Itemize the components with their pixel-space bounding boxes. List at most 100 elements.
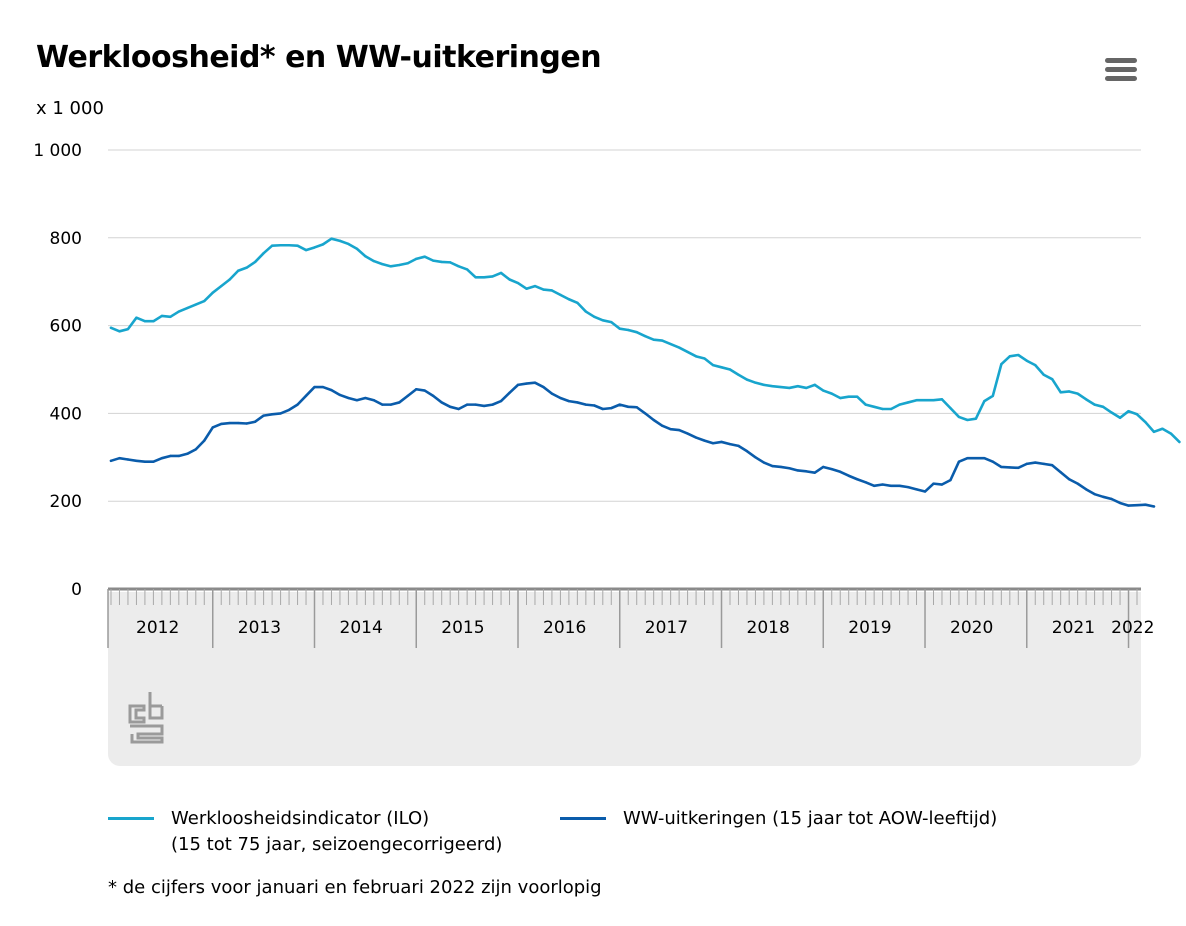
data-point [1000,363,1003,366]
data-point [381,403,384,406]
legend-line-ww-uitkeringen [560,817,606,820]
data-point [1127,504,1130,507]
data-point [236,269,240,272]
x-tick-label: 2019 [848,618,891,638]
data-point [813,471,816,474]
data-point [771,384,774,388]
data-point [169,315,172,319]
data-point [270,244,274,247]
legend-sublabel: (15 tot 75 jaar, seizoengecorrigeerd) [171,834,503,855]
data-point [211,291,214,294]
data-point [194,303,197,306]
data-point [313,246,316,249]
data-point [1042,373,1045,376]
data-point [177,310,181,313]
data-point [915,399,918,402]
data-point [415,388,418,391]
data-point [728,442,732,446]
data-point [1152,430,1156,434]
data-point [1008,355,1012,358]
data-point [321,243,325,246]
data-point [889,407,893,411]
data-point [482,276,486,279]
data-point [872,405,876,409]
data-point [1025,359,1028,362]
data-point [762,383,766,387]
data-point [983,456,986,460]
data-point [279,244,282,247]
data-point [839,470,842,473]
data-point [839,396,842,400]
data-point [262,251,265,255]
data-point [669,428,672,431]
data-point [253,260,257,264]
data-point [1051,377,1054,381]
data-point [1034,363,1037,367]
data-point [415,257,418,261]
data-point [1093,492,1096,496]
data-point [677,346,681,349]
data-point [593,315,596,319]
data-point [601,319,605,322]
data-point [457,265,460,268]
data-point [203,299,206,303]
data-point [338,239,342,243]
data-point [279,412,282,415]
data-point [576,301,579,304]
data-point [584,403,588,406]
data-point [525,287,528,290]
data-point [864,403,867,406]
data-point [779,385,783,389]
legend-label: WW-uitkeringen (15 jaar tot AOW-leeftijd… [623,808,998,829]
data-point [966,418,969,422]
data-point [881,483,884,486]
legend-item-ww-uitkeringen[interactable]: WW-uitkeringen (15 jaar tot AOW-leeftijd… [560,806,997,832]
y-tick-label: 1 000 [33,141,82,161]
data-point [855,395,859,398]
data-point [1144,503,1147,506]
legend-item-werkloosheidsindicator[interactable]: Werkloosheidsindicator (ILO) (15 tot 75 … [108,806,502,858]
data-point [745,449,749,453]
data-point [898,484,901,488]
data-point [440,260,443,264]
data-point [1025,462,1028,466]
data-point [109,459,113,463]
y-tick-label: 0 [71,580,82,600]
data-point [940,398,944,401]
data-point [711,363,715,367]
hamburger-menu-icon[interactable] [1100,54,1142,88]
data-point [728,368,732,371]
data-point [270,413,274,416]
menu-bar [1105,76,1137,81]
data-point [177,454,181,458]
data-point [1127,410,1130,413]
data-point [304,248,308,252]
data-point [321,385,325,389]
data-point [1059,391,1062,394]
data-point [398,263,401,267]
data-point [330,388,333,392]
data-point [448,405,452,409]
data-point [1067,478,1071,481]
data-point [847,474,850,477]
data-point [516,383,520,387]
data-point [1135,503,1139,507]
data-point [135,316,138,319]
data-point [788,386,791,390]
data-point [1042,462,1045,466]
data-point [601,407,605,411]
data-point [593,404,596,407]
data-point [754,456,757,459]
data-point [627,328,630,332]
data-point [923,490,927,493]
data-point [796,469,800,472]
data-point [1101,495,1105,499]
data-point [1034,461,1037,464]
data-point [677,428,681,432]
data-point [559,396,562,400]
data-point [508,278,511,281]
data-point [160,314,164,318]
data-point [796,384,800,388]
data-point [194,448,197,451]
data-point [143,320,147,323]
